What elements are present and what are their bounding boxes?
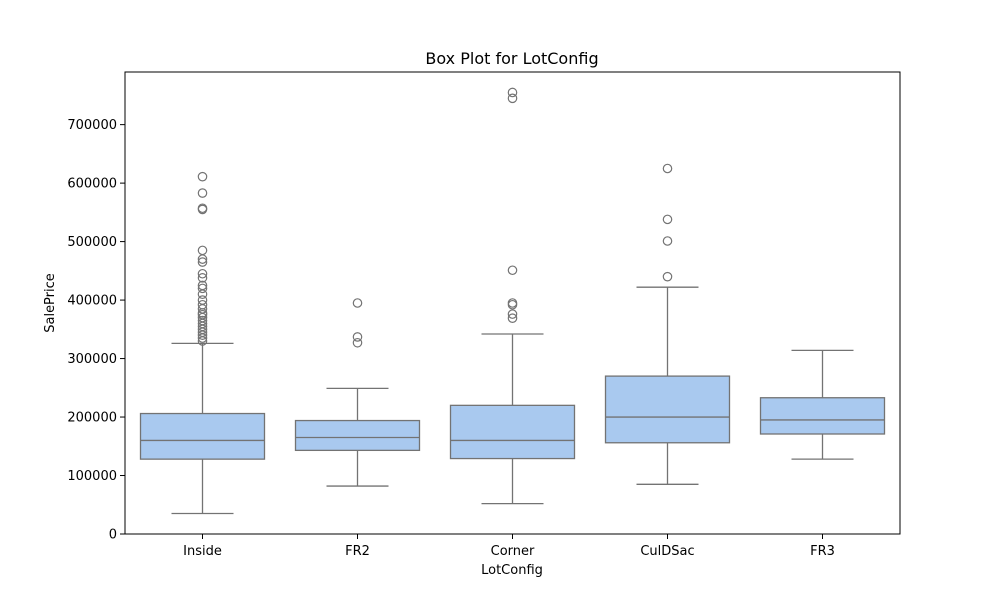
outlier-point bbox=[662, 271, 673, 282]
y-axis-label: SalePrice bbox=[43, 273, 58, 333]
x-tick-label: FR3 bbox=[810, 544, 835, 559]
outlier-point bbox=[197, 188, 208, 198]
y-tick-label: 200000 bbox=[67, 411, 117, 426]
box-iqr bbox=[604, 375, 731, 444]
x-axis-label: LotConfig bbox=[481, 563, 543, 578]
y-tick-label: 300000 bbox=[67, 352, 117, 367]
box-group-culdsac bbox=[604, 163, 731, 485]
outlier-point bbox=[352, 298, 363, 308]
y-tick-label: 100000 bbox=[67, 469, 117, 484]
outlier-point bbox=[507, 93, 518, 104]
box-iqr bbox=[139, 412, 266, 460]
outlier-point bbox=[507, 309, 518, 319]
plot-area bbox=[139, 87, 886, 515]
box-group-fr3 bbox=[759, 349, 886, 460]
box-iqr bbox=[759, 397, 886, 435]
y-axis: 0 100000 200000 300000 400000 500000 600000 700… bbox=[67, 118, 125, 543]
outlier-point bbox=[507, 298, 518, 308]
box-group-corner bbox=[449, 87, 576, 505]
box-iqr bbox=[449, 404, 576, 460]
outlier-point bbox=[352, 337, 363, 348]
outlier-point bbox=[662, 214, 673, 225]
outlier-point bbox=[197, 315, 208, 326]
chart-title: Box Plot for LotConfig bbox=[425, 49, 598, 68]
outlier-point bbox=[197, 283, 208, 294]
outlier-point bbox=[197, 257, 208, 267]
outlier-point bbox=[507, 87, 518, 98]
x-tick-label: FR2 bbox=[345, 544, 370, 559]
y-tick-label: 0 bbox=[109, 528, 117, 543]
y-tick-label: 600000 bbox=[67, 177, 117, 192]
outlier-point bbox=[662, 163, 673, 174]
outlier-point bbox=[197, 268, 208, 279]
x-axis: Inside FR2 Corner CulDSac FR3 bbox=[183, 534, 835, 559]
y-tick-label: 500000 bbox=[67, 235, 117, 250]
y-tick-label: 700000 bbox=[67, 118, 117, 133]
outlier-point bbox=[507, 265, 518, 276]
x-tick-label: CulDSac bbox=[640, 544, 694, 559]
outlier-point bbox=[197, 273, 208, 283]
x-tick-label: Inside bbox=[183, 544, 222, 559]
outlier-point bbox=[197, 295, 208, 305]
outlier-point bbox=[197, 245, 208, 256]
outlier-point bbox=[197, 203, 208, 214]
box-iqr bbox=[294, 419, 421, 452]
y-tick-label: 400000 bbox=[67, 294, 117, 309]
outlier-point bbox=[197, 171, 208, 182]
outlier-point bbox=[507, 313, 518, 324]
outlier-point bbox=[352, 332, 363, 342]
box-group-inside bbox=[139, 171, 266, 515]
outlier-point bbox=[197, 280, 208, 291]
x-tick-label: Corner bbox=[491, 544, 535, 559]
box-group-fr2 bbox=[294, 298, 421, 487]
outlier-point bbox=[662, 236, 673, 246]
outlier-point bbox=[197, 299, 208, 310]
